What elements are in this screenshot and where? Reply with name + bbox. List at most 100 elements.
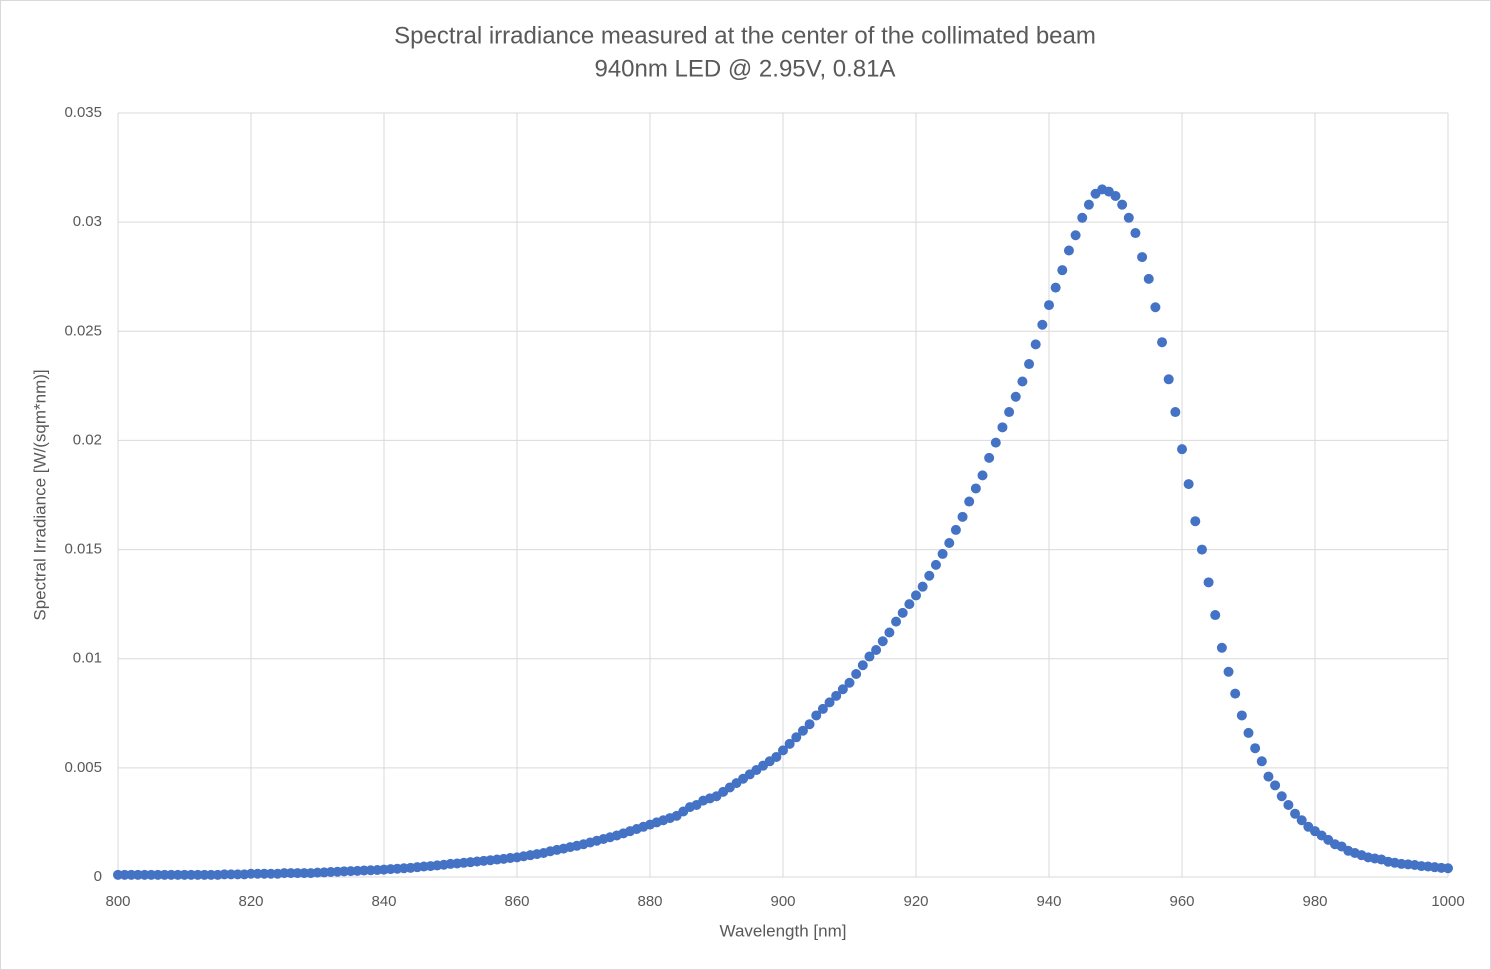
x-tick-label: 920 [903, 893, 928, 910]
point [964, 496, 975, 507]
point [797, 725, 808, 736]
point [950, 524, 961, 535]
point [1183, 479, 1194, 490]
point [911, 590, 921, 601]
y-tick-label: 0.015 [64, 541, 102, 558]
y-tick-label: 0.025 [64, 322, 102, 339]
point [917, 581, 928, 592]
point [778, 745, 788, 756]
point [871, 644, 882, 655]
point [1057, 265, 1068, 276]
y-tick-label: 0 [94, 868, 102, 885]
y-tick-label: 0.035 [64, 104, 102, 121]
point [1203, 577, 1214, 588]
point [1150, 302, 1161, 313]
marks [113, 184, 1453, 880]
point [1177, 444, 1187, 455]
point [1230, 688, 1241, 699]
point [1077, 212, 1088, 223]
point [897, 607, 908, 618]
point [930, 559, 941, 570]
x-tick-label: 960 [1169, 893, 1194, 910]
point [904, 599, 915, 610]
point [1170, 407, 1181, 418]
y-tick-label: 0.02 [73, 431, 102, 448]
point [857, 660, 868, 671]
x-tick-label: 980 [1302, 893, 1327, 910]
point [1290, 808, 1301, 819]
point [1044, 300, 1054, 311]
point [1123, 212, 1134, 223]
point [1143, 273, 1154, 284]
point [1137, 252, 1148, 263]
point [811, 710, 822, 721]
point [1063, 245, 1074, 256]
point [1190, 516, 1201, 527]
x-tick-label: 900 [770, 893, 795, 910]
point [1250, 743, 1261, 754]
y-tick-label: 0.03 [73, 213, 102, 230]
point [1004, 407, 1015, 418]
point [1157, 337, 1168, 348]
x-tick-label: 940 [1036, 893, 1061, 910]
point [984, 452, 995, 463]
point [1276, 791, 1287, 802]
point [944, 538, 955, 549]
point [1283, 799, 1294, 810]
x-axis-label: Wavelength [nm] [720, 921, 847, 940]
point [990, 437, 1001, 448]
x-tick-label: 840 [371, 893, 396, 910]
point [1270, 780, 1281, 791]
point [784, 738, 795, 749]
point [884, 627, 895, 638]
point [804, 719, 815, 730]
x-tick-label: 800 [105, 893, 130, 910]
point [817, 703, 828, 714]
point [1263, 771, 1274, 782]
point [1130, 228, 1141, 239]
x-tick-label: 820 [238, 893, 263, 910]
point [1443, 863, 1453, 874]
point [1070, 230, 1081, 241]
point [1296, 815, 1307, 826]
point [1196, 544, 1207, 555]
chart-title: Spectral irradiance measured at the cent… [394, 22, 1096, 49]
point [771, 751, 782, 762]
point [1037, 319, 1048, 330]
point [937, 548, 948, 559]
y-axis-label: Spectral Irradiance [W/(sqm*nm)] [30, 369, 49, 620]
point [791, 732, 802, 743]
x-tick-label: 880 [637, 893, 662, 910]
point [1236, 710, 1247, 721]
point [1163, 374, 1174, 385]
point [1243, 727, 1254, 738]
point [1110, 190, 1121, 201]
point [891, 616, 902, 627]
point [1024, 359, 1035, 370]
point [1117, 199, 1128, 210]
point [877, 636, 888, 647]
point [977, 470, 988, 481]
y-tick-label: 0.005 [64, 759, 102, 776]
point [1030, 339, 1041, 350]
point [1223, 666, 1234, 677]
point [864, 651, 875, 662]
point [1050, 282, 1061, 293]
point [1083, 199, 1094, 210]
point [957, 511, 968, 522]
x-tick-label: 860 [504, 893, 529, 910]
point [1256, 756, 1267, 767]
point [924, 570, 935, 581]
point [844, 677, 855, 688]
grid: 0 0.005 0.01 0.015 0.02 0.025 0.03 0.035 800 820 8… [64, 104, 1464, 910]
point [997, 422, 1008, 433]
point [824, 697, 835, 708]
point [970, 483, 981, 494]
point [1010, 391, 1021, 402]
point [1210, 610, 1221, 621]
point [831, 690, 842, 701]
x-tick-label: 1000 [1431, 893, 1464, 910]
y-tick-label: 0.01 [73, 650, 102, 667]
